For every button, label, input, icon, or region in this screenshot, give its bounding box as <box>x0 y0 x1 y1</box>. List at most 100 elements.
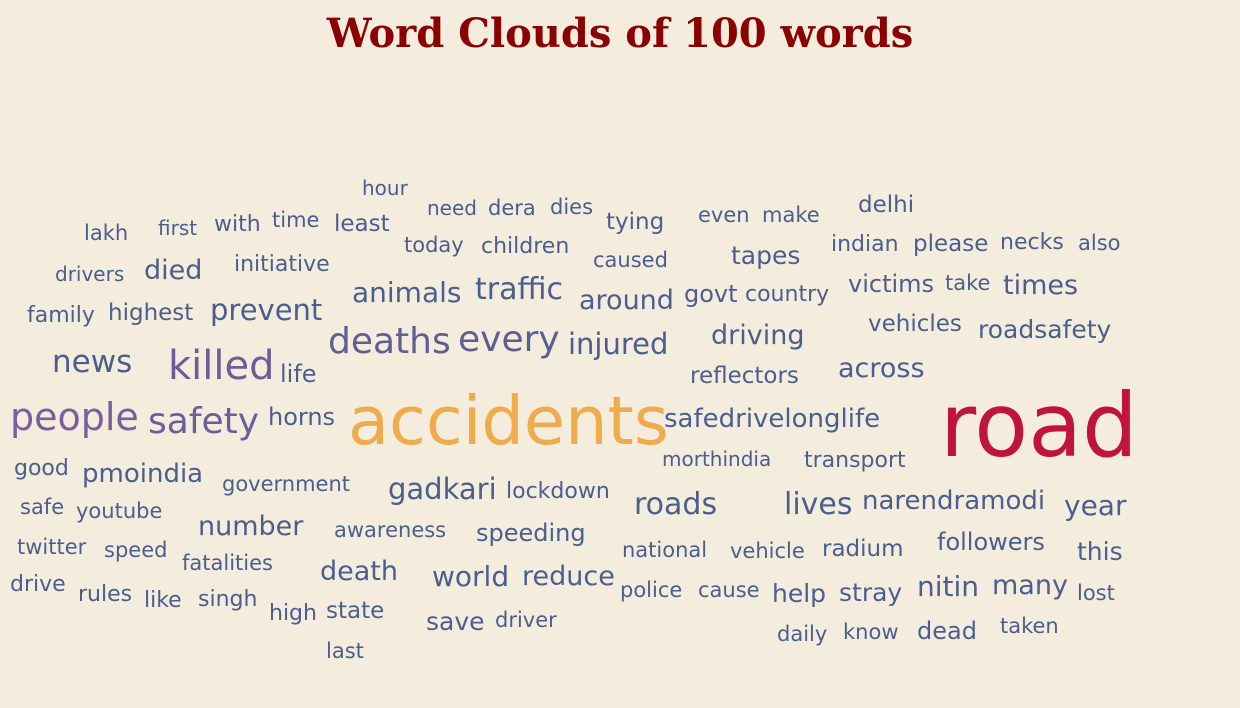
word-indian: indian <box>831 232 899 257</box>
word-like: like <box>144 588 182 613</box>
word-vehicle: vehicle <box>730 539 805 563</box>
word-roadsafety: roadsafety <box>978 315 1112 344</box>
word-reflectors: reflectors <box>690 363 799 389</box>
word-high: high <box>269 601 317 626</box>
word-animals: animals <box>352 276 462 309</box>
word-reduce: reduce <box>522 561 615 592</box>
word-twitter: twitter <box>17 535 87 559</box>
word-driver: driver <box>495 608 557 632</box>
word-need: need <box>427 196 477 220</box>
word-tying: tying <box>606 209 665 235</box>
word-lakh: lakh <box>84 221 129 245</box>
word-died: died <box>144 255 203 286</box>
word-government: government <box>222 472 351 496</box>
word-please: please <box>913 231 989 257</box>
word-least: least <box>334 211 390 237</box>
word-life: life <box>280 360 317 388</box>
word-highest: highest <box>108 300 194 326</box>
word-radium: radium <box>822 536 904 562</box>
word-awareness: awareness <box>334 518 447 542</box>
word-year: year <box>1064 489 1127 522</box>
word-safe: safe <box>20 495 65 519</box>
word-lives: lives <box>784 487 853 522</box>
word-roads: roads <box>634 487 718 522</box>
word-prevent: prevent <box>210 293 323 327</box>
word-cause: cause <box>698 578 760 602</box>
word-this: this <box>1077 537 1123 566</box>
word-save: save <box>426 607 485 636</box>
word-govt: govt <box>684 280 738 308</box>
word-fatalities: fatalities <box>182 551 273 575</box>
word-lost: lost <box>1077 581 1115 605</box>
word-safety: safety <box>148 401 260 442</box>
word-lockdown: lockdown <box>506 479 610 504</box>
word-news: news <box>52 344 133 380</box>
word-country: country <box>745 282 830 307</box>
word-make: make <box>762 203 820 227</box>
word-across: across <box>838 353 925 384</box>
word-even: even <box>698 203 750 227</box>
word-accidents: accidents <box>348 382 669 460</box>
word-people: people <box>10 395 139 439</box>
word-injured: injured <box>568 327 669 361</box>
word-rules: rules <box>78 582 133 607</box>
word-tapes: tapes <box>731 241 801 270</box>
word-victims: victims <box>848 270 935 298</box>
word-hour: hour <box>362 176 408 200</box>
word-speeding: speeding <box>476 519 586 547</box>
word-family: family <box>27 303 95 328</box>
word-horns: horns <box>268 403 336 431</box>
word-road: road <box>940 374 1138 477</box>
word-pmoindia: pmoindia <box>82 459 204 489</box>
word-traffic: traffic <box>475 272 563 307</box>
word-daily: daily <box>777 622 828 646</box>
word-followers: followers <box>937 528 1045 556</box>
word-police: police <box>620 578 683 602</box>
word-necks: necks <box>1000 230 1064 255</box>
word-state: state <box>326 598 385 624</box>
word-drivers: drivers <box>55 262 125 286</box>
word-gadkari: gadkari <box>388 472 497 506</box>
word-also: also <box>1078 231 1121 255</box>
word-number: number <box>198 511 304 542</box>
word-time: time <box>272 208 320 232</box>
word-nitin: nitin <box>917 570 980 603</box>
word-morthindia: morthindia <box>662 447 772 471</box>
word-death: death <box>320 556 398 587</box>
word-youtube: youtube <box>76 499 163 523</box>
word-around: around <box>579 285 674 316</box>
word-children: children <box>481 234 570 259</box>
word-initiative: initiative <box>234 252 330 277</box>
word-deaths: deaths <box>328 321 451 362</box>
word-killed: killed <box>168 343 275 389</box>
word-dera: dera <box>488 196 536 220</box>
word-narendramodi: narendramodi <box>862 486 1046 516</box>
word-dead: dead <box>917 617 977 645</box>
word-many: many <box>992 570 1068 601</box>
word-caused: caused <box>593 248 668 272</box>
word-know: know <box>843 620 899 644</box>
word-stray: stray <box>839 578 903 607</box>
word-transport: transport <box>804 448 906 473</box>
word-last: last <box>326 639 364 663</box>
word-world: world <box>432 560 510 593</box>
word-first: first <box>158 216 198 240</box>
word-national: national <box>622 538 708 562</box>
word-drive: drive <box>10 572 66 597</box>
word-every: every <box>458 319 560 360</box>
word-driving: driving <box>711 320 805 351</box>
word-dies: dies <box>550 195 594 219</box>
chart-title: Word Clouds of 100 words <box>326 10 914 57</box>
word-delhi: delhi <box>858 192 915 218</box>
word-times: times <box>1003 270 1079 301</box>
word-today: today <box>404 233 464 257</box>
word-singh: singh <box>198 587 258 612</box>
word-speed: speed <box>104 538 168 562</box>
word-with: with <box>214 212 261 237</box>
word-good: good <box>14 456 69 481</box>
word-vehicles: vehicles <box>868 311 962 337</box>
word-safedrivelonglife: safedrivelonglife <box>664 404 881 434</box>
word-help: help <box>772 579 827 608</box>
word-take: take <box>945 271 991 295</box>
